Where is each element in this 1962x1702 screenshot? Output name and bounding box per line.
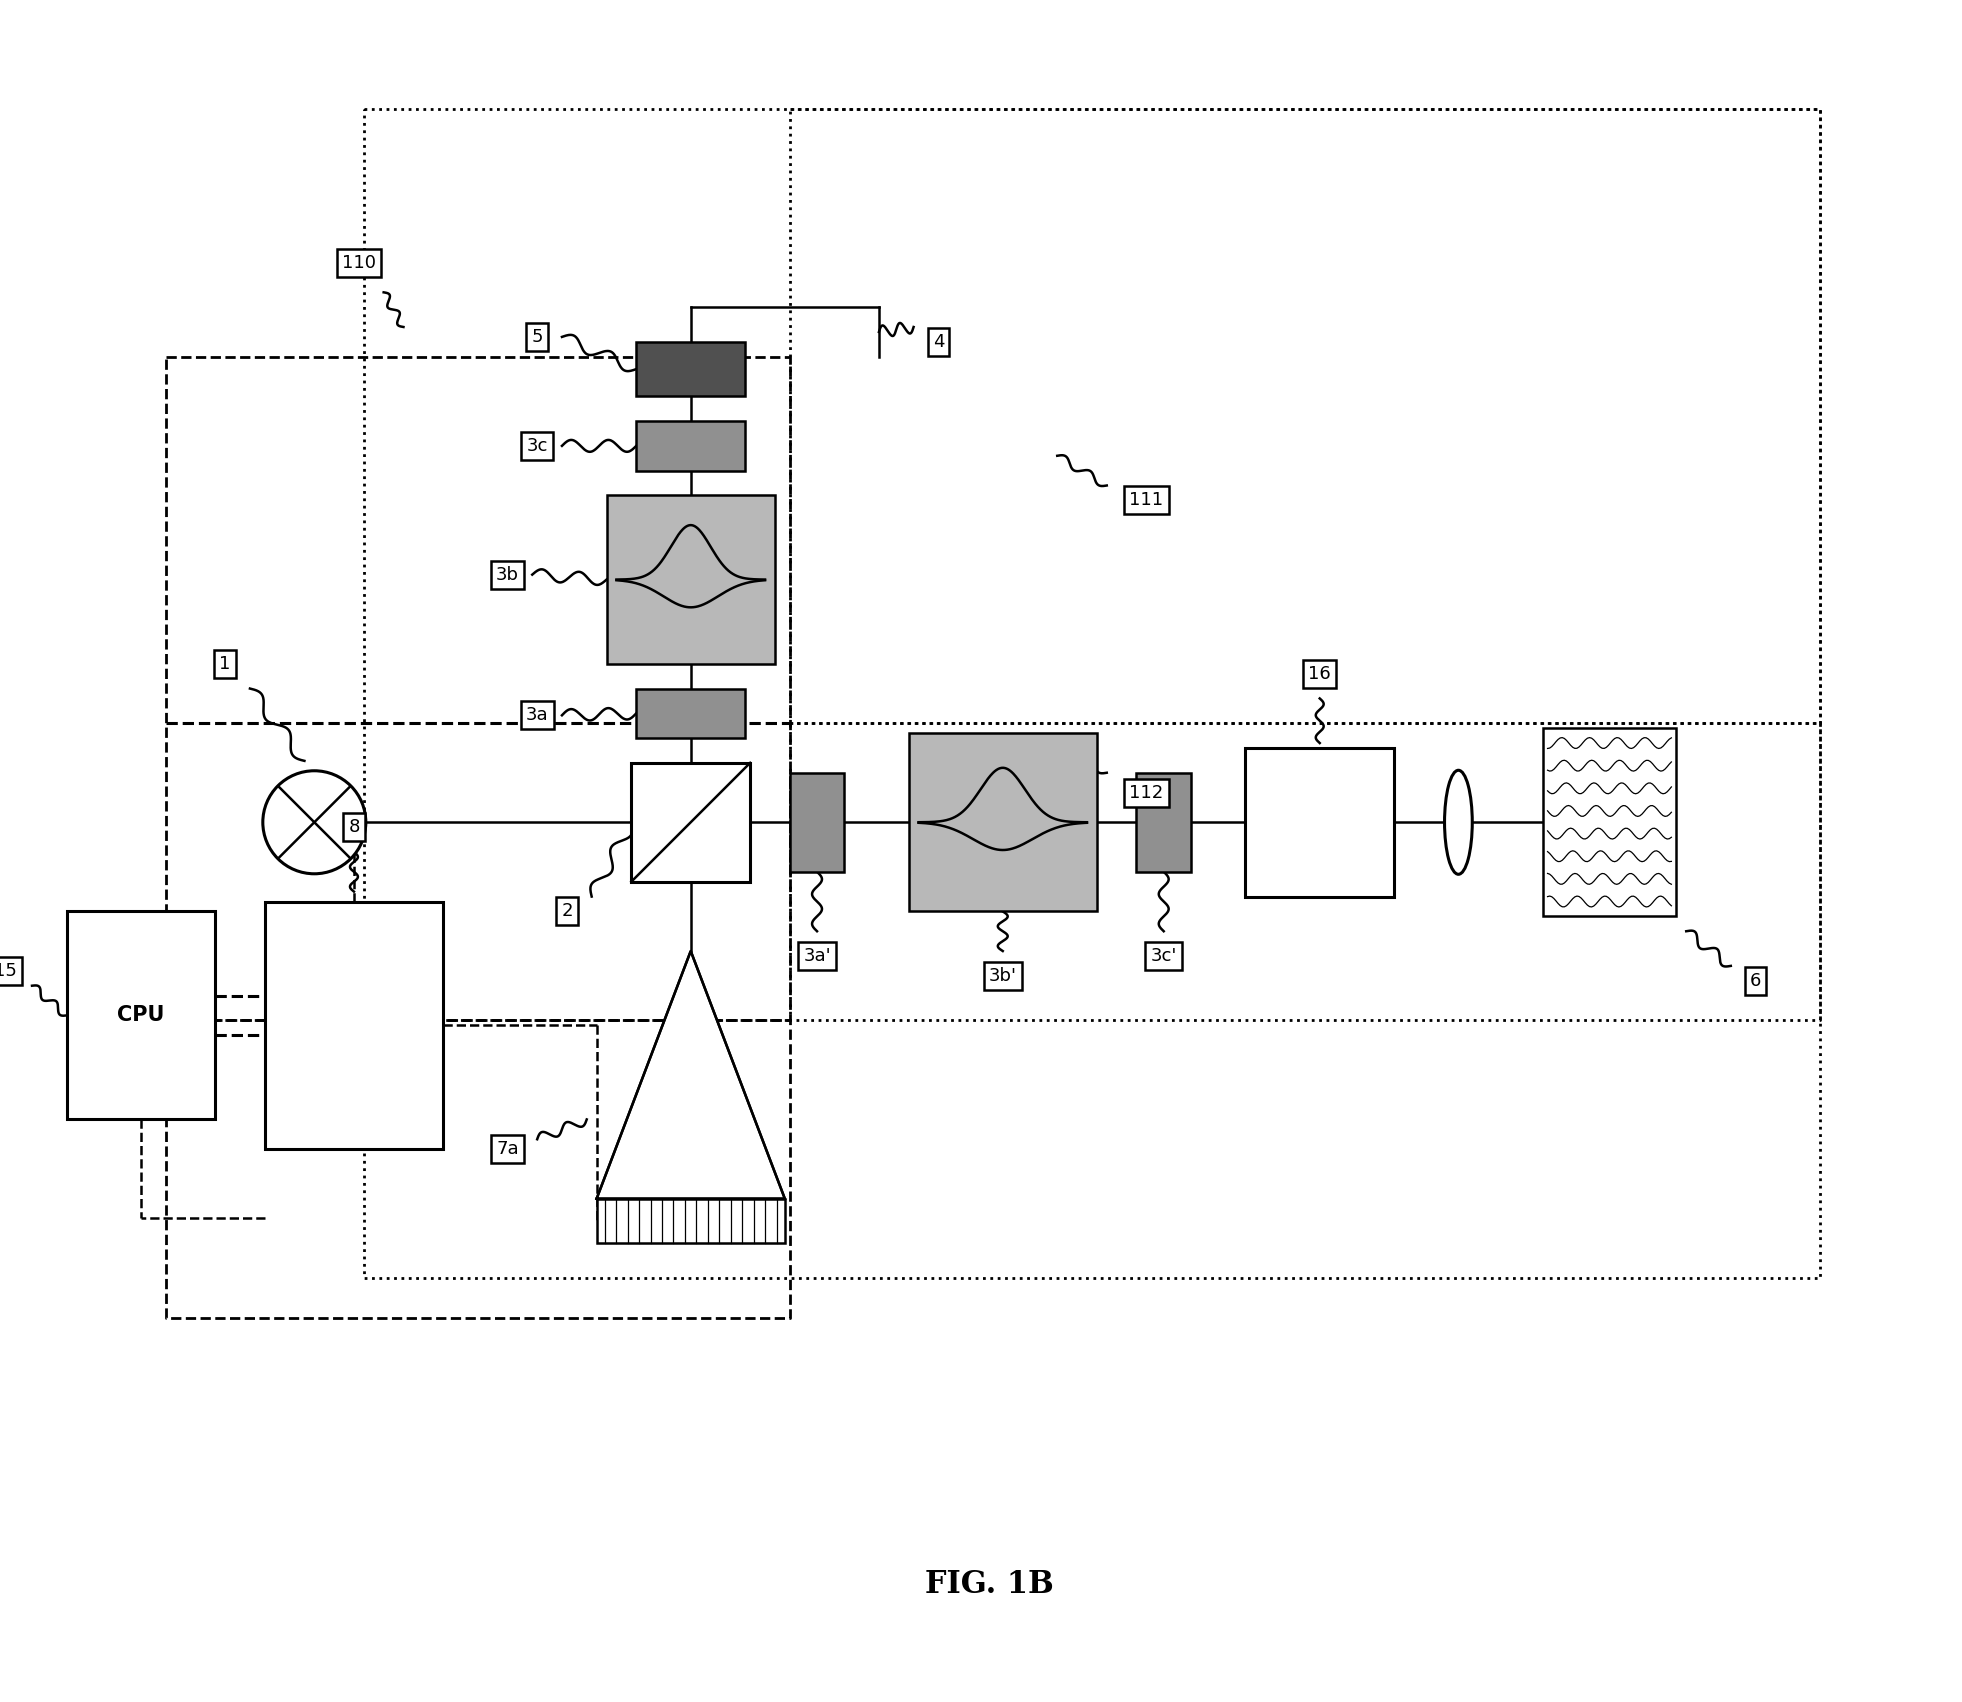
Circle shape bbox=[263, 771, 365, 873]
Text: 16: 16 bbox=[1309, 665, 1330, 683]
Polygon shape bbox=[596, 951, 785, 1198]
Bar bbox=[636, 420, 746, 471]
Bar bbox=[596, 1198, 785, 1242]
Bar bbox=[632, 762, 749, 882]
Ellipse shape bbox=[1444, 771, 1472, 875]
Text: 112: 112 bbox=[1130, 783, 1163, 802]
Text: 1: 1 bbox=[220, 655, 232, 672]
Bar bbox=[1136, 773, 1191, 871]
Text: 3a': 3a' bbox=[802, 946, 830, 965]
Text: CPU: CPU bbox=[118, 1006, 165, 1025]
Bar bbox=[1246, 747, 1395, 897]
Text: FIG. 1B: FIG. 1B bbox=[924, 1569, 1054, 1600]
Bar bbox=[1542, 728, 1676, 916]
Bar bbox=[636, 689, 746, 739]
Text: 3b': 3b' bbox=[989, 967, 1016, 985]
Text: 3c: 3c bbox=[526, 437, 547, 454]
Bar bbox=[265, 902, 443, 1149]
Text: 3a: 3a bbox=[526, 706, 549, 725]
Text: 110: 110 bbox=[341, 254, 377, 272]
Bar bbox=[67, 912, 216, 1120]
Text: 8: 8 bbox=[349, 819, 359, 836]
Bar bbox=[636, 342, 746, 397]
Bar bbox=[908, 734, 1097, 912]
Text: 6: 6 bbox=[1750, 972, 1762, 991]
Text: 5: 5 bbox=[532, 328, 543, 346]
Text: 4: 4 bbox=[932, 334, 944, 351]
Text: 2: 2 bbox=[561, 902, 573, 921]
Text: 3b: 3b bbox=[496, 565, 520, 584]
Text: 111: 111 bbox=[1130, 492, 1163, 509]
Bar bbox=[606, 495, 775, 664]
Bar bbox=[791, 773, 844, 871]
Text: 15: 15 bbox=[0, 962, 18, 980]
Text: 7a: 7a bbox=[496, 1140, 518, 1157]
Text: 3c': 3c' bbox=[1150, 946, 1177, 965]
